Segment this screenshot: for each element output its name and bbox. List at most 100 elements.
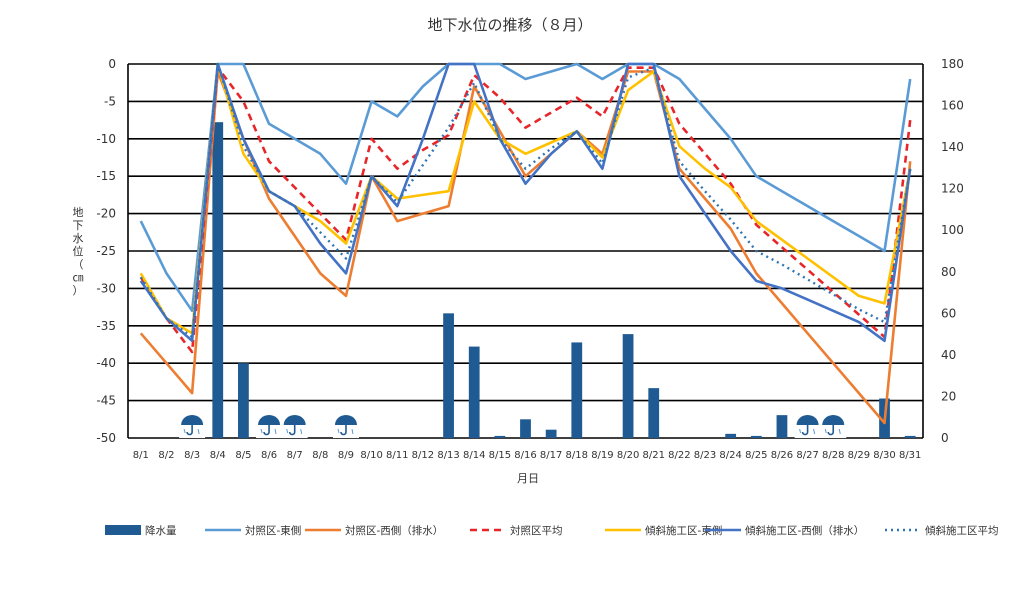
- left-tick-label: -5: [104, 94, 116, 108]
- precipitation-bar: [725, 433, 737, 438]
- x-tick-label: 8/29: [848, 450, 870, 461]
- x-tick-label: 8/2: [158, 450, 174, 461]
- x-tick-label: 8/19: [591, 450, 613, 461]
- x-tick-label: 8/21: [642, 450, 664, 461]
- right-tick-label: 100: [941, 223, 964, 237]
- rain-drop: [286, 428, 289, 434]
- left-tick-label: -20: [96, 207, 116, 221]
- x-tick-label: 8/30: [873, 450, 895, 461]
- umbrella-handle: [801, 425, 809, 436]
- x-tick-label: 8/27: [796, 450, 818, 461]
- series-line-5: [139, 62, 912, 343]
- legend-label: 対照区-東側: [245, 524, 301, 537]
- legend-label: 傾斜施工区-西側（排水）: [745, 524, 864, 537]
- umbrella-handle: [288, 425, 296, 436]
- series-lines: [139, 62, 912, 425]
- x-axis-ticks: 8/1 8/2 8/3 8/4 8/5 8/6 8/7 8/8 8/9 8/10 8/11 8/12 8…: [133, 450, 922, 461]
- x-tick-label: 8/14: [463, 450, 485, 461]
- umbrella-icon: [179, 414, 206, 438]
- right-axis-ticks: 0 20 40 60 80 100 120 140 160 180: [941, 57, 964, 445]
- precipitation-bar: [750, 435, 762, 438]
- legend-item: 対照区-東側: [205, 524, 301, 537]
- rain-drop: [274, 428, 277, 435]
- x-tick-label: 8/25: [745, 450, 767, 461]
- x-tick-label: 8/31: [899, 450, 921, 461]
- legend-item: 傾斜施工区-西側（排水）: [705, 524, 864, 537]
- precipitation-bar: [622, 334, 634, 438]
- umbrella-handle: [827, 425, 835, 436]
- precipitation-bar: [571, 342, 583, 438]
- x-tick-label: 8/10: [360, 450, 382, 461]
- rain-drop: [300, 428, 303, 435]
- series-line-1: [139, 62, 912, 313]
- umbrella-handle: [263, 425, 270, 436]
- umbrella-canopy: [283, 415, 306, 425]
- precipitation-bar: [904, 435, 916, 438]
- right-tick-label: 120: [941, 182, 964, 196]
- chart-title: 地下水位の推移（８月）: [427, 16, 592, 34]
- left-tick-label: -35: [96, 319, 116, 333]
- umbrella-icons: [179, 414, 847, 438]
- legend: 降水量 対照区-東側 対照区-西側（排水） 対照区平均 傾斜施工区-東側 傾斜施工区-西側…: [105, 524, 999, 537]
- x-tick-label: 8/11: [386, 450, 408, 461]
- rain-drop: [183, 428, 186, 434]
- x-tick-label: 8/9: [338, 450, 354, 461]
- y-axis-label-char: ㎝: [73, 271, 84, 284]
- rain-drop: [799, 428, 802, 434]
- x-tick-label: 8/12: [412, 450, 434, 461]
- x-tick-label: 8/26: [771, 450, 793, 461]
- left-tick-label: -10: [96, 132, 116, 146]
- legend-item: 傾斜施工区平均: [885, 524, 999, 537]
- x-tick-label: 8/3: [184, 450, 200, 461]
- umbrella-icon: [820, 414, 847, 438]
- precipitation-bar: [545, 429, 557, 438]
- y-axis-label: 地下水位（㎝）: [73, 206, 84, 297]
- legend-label: 対照区平均: [510, 524, 563, 537]
- umbrella-canopy: [822, 415, 845, 425]
- left-axis-ticks: 0 -5 -10 -15 -20 -25 -30 -35 -40 -45 -50: [96, 57, 116, 445]
- umbrella-icon: [332, 414, 359, 438]
- umbrella-canopy: [258, 415, 281, 425]
- left-tick-label: -50: [96, 431, 116, 445]
- rain-drop: [197, 428, 200, 435]
- left-tick-label: -15: [96, 169, 116, 183]
- series-line-2: [139, 70, 912, 425]
- x-tick-label: 8/17: [540, 450, 562, 461]
- y-axis-label-char: （: [73, 258, 84, 271]
- left-tick-label: -45: [96, 394, 116, 408]
- left-tick-label: -40: [96, 356, 116, 370]
- umbrella-canopy: [796, 415, 819, 425]
- y-axis-label-char: 水: [73, 232, 84, 245]
- x-tick-label: 8/6: [261, 450, 277, 461]
- precipitation-bar: [648, 388, 660, 438]
- legend-item: 傾斜施工区-東側: [605, 524, 722, 537]
- umbrella-icon: [281, 414, 308, 438]
- precipitation-bar: [776, 415, 788, 438]
- precipitation-bar: [238, 363, 249, 438]
- x-axis-label: 月日: [517, 472, 539, 485]
- legend-item: 降水量: [105, 524, 177, 537]
- left-tick-label: -25: [96, 244, 116, 258]
- umbrella-canopy: [334, 415, 357, 425]
- x-tick-label: 8/1: [133, 450, 149, 461]
- rain-drop: [337, 428, 340, 434]
- rain-drop: [813, 428, 816, 435]
- x-tick-label: 8/16: [514, 450, 536, 461]
- y-axis-label-char: ）: [73, 284, 84, 297]
- right-tick-label: 20: [941, 389, 956, 403]
- right-tick-label: 140: [941, 140, 964, 154]
- series-line-6: [139, 62, 912, 339]
- y-axis-label-char: 下: [73, 219, 84, 232]
- precipitation-bar: [443, 313, 454, 438]
- x-tick-label: 8/22: [668, 450, 690, 461]
- x-tick-label: 8/23: [694, 450, 716, 461]
- legend-label: 傾斜施工区平均: [925, 524, 999, 537]
- x-tick-label: 8/4: [210, 450, 226, 461]
- y-axis-label-char: 地: [73, 206, 84, 219]
- precipitation-bar: [468, 346, 480, 438]
- precipitation-bar: [520, 419, 531, 438]
- x-tick-label: 8/8: [312, 450, 328, 461]
- left-tick-label: 0: [108, 57, 116, 71]
- x-tick-label: 8/7: [287, 450, 303, 461]
